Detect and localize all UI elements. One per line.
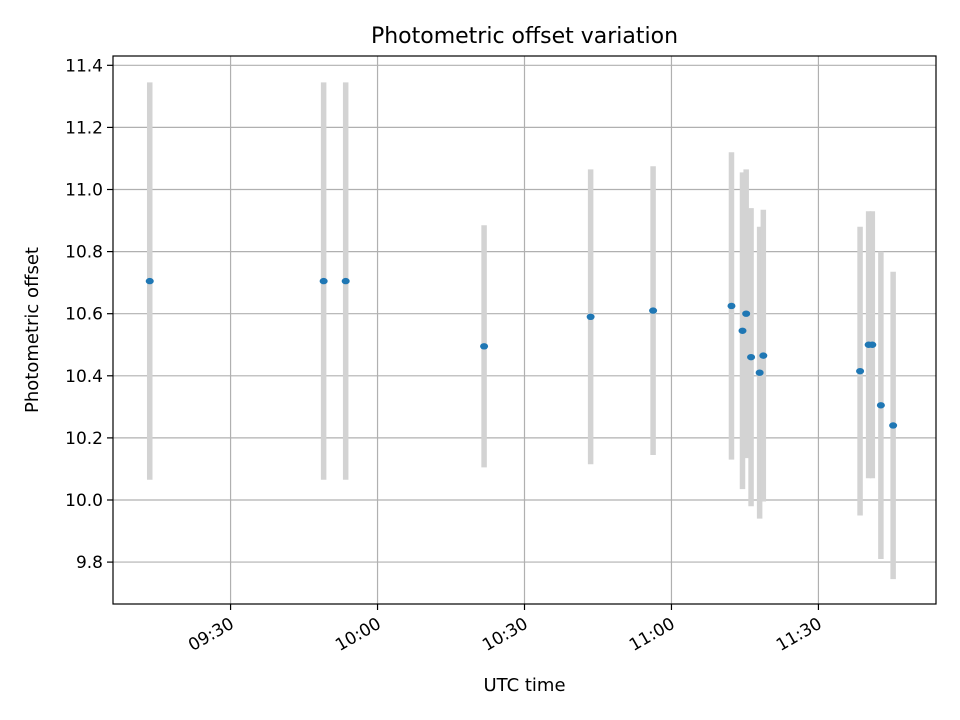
data-point (747, 353, 756, 361)
y-tick-label: 11.2 (65, 118, 103, 138)
data-point (341, 277, 350, 285)
data-point (649, 307, 658, 314)
data-point (480, 343, 489, 350)
data-point (586, 313, 595, 321)
y-tick-label: 10.4 (65, 367, 103, 387)
y-tick-label: 10.8 (65, 243, 103, 263)
data-point (868, 341, 877, 348)
y-tick-label: 11.4 (65, 56, 103, 76)
data-point (755, 369, 764, 376)
grid (113, 56, 936, 604)
data-points (145, 277, 898, 429)
y-tick-label: 10.6 (65, 305, 103, 325)
y-tick-label: 10.2 (65, 429, 103, 449)
data-point (876, 402, 885, 409)
y-tick-label: 10.0 (65, 491, 103, 511)
y-tick-label: 11.0 (65, 181, 103, 201)
data-point (727, 302, 736, 310)
data-point (856, 367, 865, 375)
y-axis: 9.8 10.0 10.2 10.4 10.6 10.8 11.0 11.2 11.4 (65, 56, 113, 573)
y-axis-label: Photometric offset (22, 247, 43, 413)
data-point (319, 277, 328, 285)
x-axis-label: UTC time (483, 675, 565, 696)
data-point (759, 352, 768, 359)
y-tick-label: 9.8 (76, 553, 103, 573)
chart-title: Photometric offset variation (371, 24, 678, 49)
data-point (738, 327, 747, 334)
data-point (889, 422, 898, 429)
data-point (145, 277, 154, 285)
data-point (742, 310, 751, 317)
